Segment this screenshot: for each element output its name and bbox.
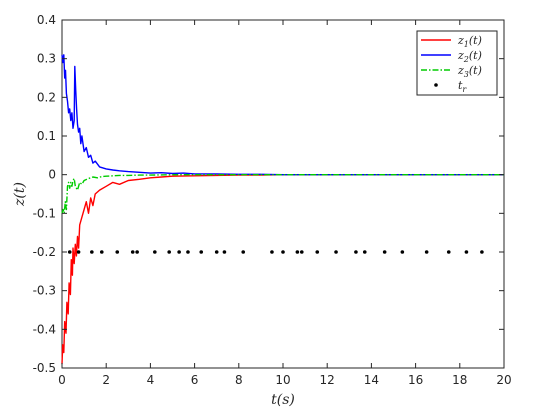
- event-marker: [480, 250, 484, 254]
- x-tick-label: 0: [58, 373, 66, 387]
- event-marker: [153, 250, 157, 254]
- y-axis-label: z(t): [12, 182, 28, 207]
- legend-label-sub: 2: [463, 55, 469, 64]
- x-axis-label: t(s): [271, 392, 295, 408]
- legend-label: z2(t): [457, 49, 482, 64]
- event-marker: [424, 250, 429, 254]
- event-marker: [334, 250, 338, 254]
- y-tick-label: 0.1: [37, 129, 56, 143]
- event-marker: [214, 250, 219, 254]
- event-marker: [222, 250, 227, 254]
- event-marker: [90, 250, 94, 254]
- event-marker: [135, 250, 139, 254]
- event-marker: [130, 250, 135, 254]
- y-tick-label: 0: [48, 168, 56, 182]
- event-marker: [199, 250, 204, 254]
- legend-box: [416, 30, 498, 96]
- y-tick-label: -0.5: [33, 361, 56, 375]
- y-tick-label: -0.4: [33, 322, 56, 336]
- event-marker: [177, 250, 181, 254]
- event-marker: [295, 250, 300, 254]
- event-marker: [241, 250, 246, 254]
- event-marker: [186, 250, 190, 254]
- legend-label-tail: (t): [469, 49, 482, 62]
- y-tick-label: -0.1: [33, 206, 56, 220]
- series-layer: [61, 54, 504, 365]
- event-marker: [99, 250, 104, 254]
- series-line-3: [61, 173, 504, 215]
- event-marker: [167, 250, 171, 254]
- legend-label-tail: (t): [469, 64, 482, 77]
- legend-label-main: z: [457, 34, 464, 47]
- x-tick-label: 20: [496, 373, 511, 387]
- x-tick-label: 16: [408, 373, 423, 387]
- event-marker: [115, 250, 120, 254]
- event-marker: [76, 250, 81, 254]
- event-marker: [299, 250, 304, 254]
- legend-label: tr: [458, 79, 467, 94]
- legend-label-tail: (t): [469, 34, 482, 47]
- ticks-layer: 0 2 4 6 8 10 12 14 16 18 200.40.30.20.10-0.1-0.2-0…: [33, 13, 512, 387]
- x-tick-label: 14: [364, 373, 379, 387]
- legend-label-sub: 3: [464, 70, 469, 79]
- x-tick-label: 6: [191, 373, 199, 387]
- legend-label-sub: r: [462, 85, 467, 94]
- event-marker: [281, 250, 285, 254]
- x-tick-label: 10: [275, 373, 290, 387]
- x-tick-label: 12: [320, 373, 335, 387]
- y-tick-label: 0.4: [37, 13, 56, 27]
- x-tick-label: 2: [102, 373, 110, 387]
- event-marker: [67, 250, 72, 254]
- event-marker: [446, 250, 451, 254]
- y-tick-label: -0.2: [33, 245, 56, 259]
- legend-marker: [434, 83, 438, 87]
- event-marker: [315, 250, 320, 254]
- legend-label-main: z: [457, 49, 464, 62]
- legend-label-sub: 1: [464, 40, 469, 49]
- event-marker: [270, 250, 274, 254]
- event-marker: [354, 250, 358, 254]
- x-tick-label: 4: [147, 373, 155, 387]
- event-marker: [464, 250, 469, 254]
- legend-label: z3(t): [457, 64, 482, 79]
- event-marker: [382, 250, 387, 254]
- x-tick-label: 18: [452, 373, 467, 387]
- y-tick-label: 0.2: [37, 90, 56, 104]
- legend-label-main: t: [458, 79, 463, 92]
- event-marker: [362, 250, 367, 254]
- y-tick-label: -0.3: [33, 284, 56, 298]
- legend-label: z1(t): [457, 34, 482, 49]
- legend: z1(t)z2(t)z3(t)tr: [416, 30, 498, 96]
- legend-label-main: z: [457, 64, 464, 77]
- x-tick-label: 8: [235, 373, 243, 387]
- event-marker: [400, 250, 405, 254]
- y-tick-label: 0.3: [37, 52, 56, 66]
